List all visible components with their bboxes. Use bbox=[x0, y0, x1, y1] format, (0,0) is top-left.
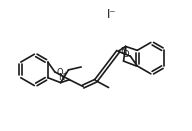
Text: N: N bbox=[120, 47, 127, 56]
Text: N: N bbox=[58, 73, 64, 82]
Text: O: O bbox=[57, 68, 63, 77]
Text: +: + bbox=[62, 71, 67, 76]
Text: I⁻: I⁻ bbox=[107, 8, 117, 21]
Text: O: O bbox=[122, 50, 129, 59]
